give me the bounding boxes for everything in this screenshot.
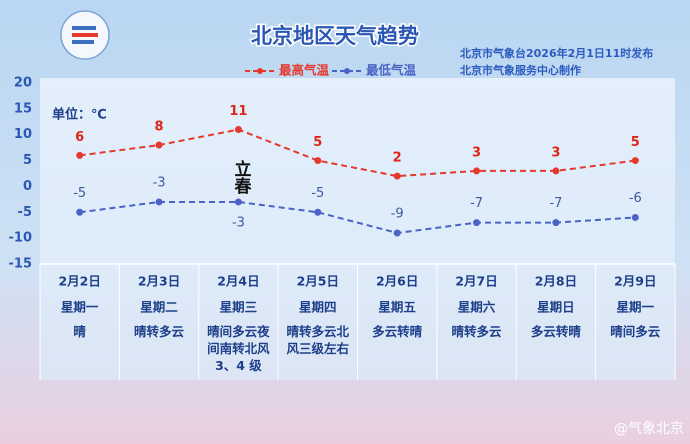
value-label: 3	[551, 145, 560, 160]
value-label: -3	[153, 175, 166, 190]
weather: 多云转晴	[530, 324, 581, 339]
legend-marker	[257, 68, 263, 74]
value-label: -5	[311, 186, 324, 201]
data-point	[552, 167, 560, 175]
x-tick-label: 2月9日	[614, 274, 656, 289]
y-tick-label: 5	[23, 153, 32, 168]
series-line	[79, 128, 636, 178]
x-tick-label: 2月4日	[217, 274, 259, 289]
y-tick-label: 15	[14, 101, 32, 116]
weekday: 星期五	[378, 300, 416, 315]
y-tick-label: 0	[23, 179, 32, 194]
weather-cell: 晴转多云	[134, 324, 185, 339]
data-point	[393, 229, 401, 237]
weekday: 星期一	[61, 300, 99, 315]
unit-label: 单位：℃	[52, 107, 107, 123]
weekday: 星期六	[458, 300, 496, 315]
value-label: -9	[391, 206, 404, 221]
weekday: 星期日	[537, 300, 575, 315]
value-label: -5	[73, 186, 86, 201]
series-line	[79, 200, 636, 234]
x-tick-label: 2月5日	[297, 274, 339, 289]
y-tick-label: -5	[18, 205, 32, 220]
weather-cell: 晴间多云	[610, 324, 661, 339]
weather-cell: 多云转晴	[372, 324, 423, 339]
x-tick-label: 2月7日	[455, 274, 497, 289]
weather-cell: 多云转晴	[530, 324, 581, 339]
legend-label: 最低气温	[366, 63, 417, 78]
annotation: 立春	[231, 159, 252, 195]
legend-marker	[344, 68, 350, 74]
data-point	[76, 151, 84, 159]
data-point	[631, 157, 639, 165]
value-label: 6	[75, 130, 84, 145]
subtitle: 北京市气象服务中心制作	[460, 63, 581, 77]
x-tick-label: 2月2日	[58, 274, 100, 289]
weather: 多云转晴	[372, 324, 423, 339]
value-label: 3	[472, 145, 481, 160]
weekday: 星期一	[617, 300, 655, 315]
weekday: 星期三	[220, 300, 258, 315]
weather: 晴间多云	[610, 324, 661, 339]
value-label: 11	[229, 104, 247, 119]
value-label: -7	[549, 196, 562, 211]
y-tick-label: 20	[14, 76, 32, 91]
weekday: 星期四	[299, 300, 337, 315]
value-label: -7	[470, 196, 483, 211]
value-label: 2	[393, 151, 402, 166]
weather: 晴转多云北风三级左右	[286, 324, 350, 356]
value-label: 5	[313, 135, 322, 150]
value-label: 5	[631, 135, 640, 150]
weather-cell: 晴转多云北风三级左右	[286, 324, 350, 356]
data-point	[393, 172, 401, 180]
x-tick-label: 2月3日	[138, 274, 180, 289]
value-label: -6	[629, 191, 642, 206]
data-point	[314, 157, 322, 165]
data-point	[473, 167, 481, 175]
weather: 晴转多云	[451, 324, 502, 339]
subtitle: 北京市气象台2026年2月1日11时发布	[460, 46, 653, 60]
data-point	[155, 141, 163, 149]
weather: 晴	[73, 324, 86, 339]
value-label: -3	[232, 215, 245, 230]
watermark: @气象北京	[614, 421, 684, 437]
y-tick-label: -15	[9, 257, 33, 272]
x-tick-label: 2月8日	[535, 274, 577, 289]
weather: 晴转多云	[134, 324, 185, 339]
data-point	[314, 208, 322, 216]
data-point	[473, 219, 481, 227]
data-point	[234, 198, 242, 206]
data-point	[234, 126, 242, 134]
y-tick-label: -10	[9, 231, 33, 246]
data-point	[155, 198, 163, 206]
chart-title: 北京地区天气趋势	[251, 24, 419, 48]
weather-cell: 晴	[73, 324, 86, 339]
weather: 晴间多云夜间南转北风 3、4 级	[207, 324, 270, 373]
weekday: 星期二	[140, 300, 178, 315]
logo	[60, 10, 110, 60]
data-point	[631, 213, 639, 221]
x-tick-label: 2月6日	[376, 274, 418, 289]
weather-cell: 晴转多云	[451, 324, 502, 339]
value-label: 8	[155, 120, 164, 135]
data-point	[76, 208, 84, 216]
legend-label: 最高气温	[279, 63, 330, 78]
y-tick-label: 10	[14, 127, 32, 142]
weather-cell: 晴间多云夜间南转北风 3、4 级	[207, 324, 270, 373]
data-point	[552, 219, 560, 227]
